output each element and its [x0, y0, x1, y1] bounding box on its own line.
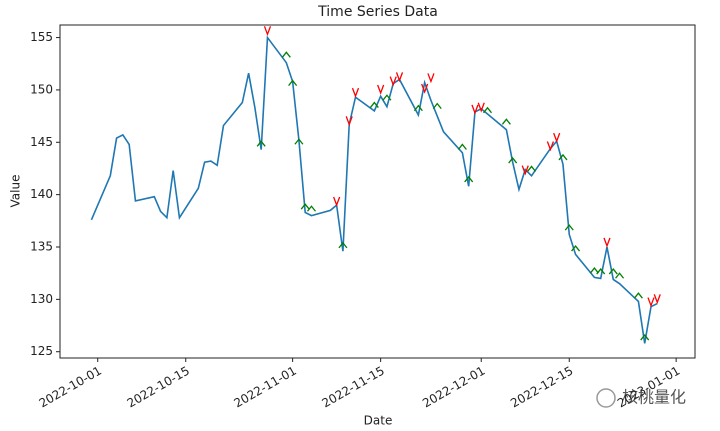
buy-marker — [338, 241, 348, 249]
sell-marker — [333, 196, 341, 207]
sell-marker — [351, 87, 360, 98]
plot-frame — [59, 24, 696, 359]
buy-marker — [608, 268, 618, 275]
y-tick-label: 130 — [30, 292, 53, 306]
sell-marker — [345, 116, 353, 127]
sell-marker — [546, 141, 555, 152]
buy-marker — [432, 102, 442, 110]
buy-marker — [501, 118, 511, 125]
y-tick-label: 125 — [30, 344, 53, 358]
sell-marker — [653, 294, 661, 305]
buy-marker — [281, 51, 291, 58]
buy-marker — [483, 106, 493, 114]
buy-marker — [640, 334, 650, 341]
sell-marker — [263, 26, 272, 37]
buy-marker — [256, 140, 266, 147]
buy-marker — [558, 153, 568, 161]
buy-marker — [633, 292, 643, 299]
buy-marker — [596, 268, 606, 275]
buy-marker — [294, 138, 304, 145]
buy-marker — [564, 224, 574, 231]
sell-marker — [477, 102, 485, 113]
sell-marker — [427, 73, 435, 84]
line — [90, 35, 658, 344]
sell-marker — [389, 76, 397, 87]
buy-marker — [571, 245, 581, 252]
watermark-text: 核桃量化 — [622, 388, 686, 407]
buy-marker — [300, 203, 310, 210]
watermark: 核桃量化 — [596, 388, 686, 408]
buy-marker — [382, 94, 392, 101]
sell-marker — [553, 132, 561, 143]
buy-marker — [527, 165, 537, 172]
y-tick-label: 155 — [30, 30, 53, 44]
watermark-icon — [596, 388, 616, 408]
buy-marker — [464, 175, 474, 183]
buy-marker — [508, 157, 518, 164]
y-tick-label: 135 — [30, 240, 53, 254]
buy-marker — [457, 143, 467, 150]
buy-marker — [288, 79, 298, 87]
sell-marker — [521, 165, 529, 176]
sell-marker — [603, 237, 611, 248]
y-tick-label: 150 — [30, 82, 53, 96]
y-tick-label: 145 — [30, 135, 53, 149]
buy-marker — [306, 205, 316, 212]
sell-marker — [395, 72, 404, 83]
buy-marker — [413, 104, 423, 112]
buy-marker — [369, 101, 379, 108]
x-axis-label: Date — [364, 414, 393, 428]
y-tick-label: 140 — [30, 187, 53, 201]
sell-marker — [421, 83, 429, 94]
sell-marker — [647, 297, 655, 308]
buy-marker — [615, 272, 625, 279]
sell-marker — [377, 84, 385, 95]
buy-marker — [589, 266, 599, 274]
chart-title: Time Series Data — [317, 4, 438, 20]
sell-marker — [471, 104, 479, 115]
y-axis-label: Value — [9, 175, 23, 208]
